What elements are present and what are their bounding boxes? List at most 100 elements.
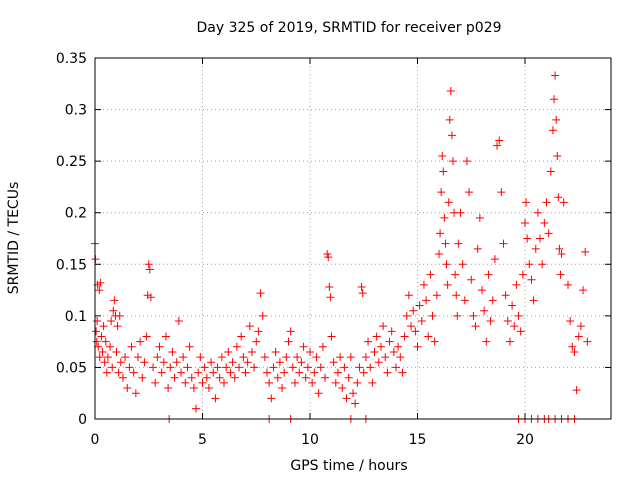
data-point [297, 358, 306, 367]
x-tick-label: 20 [516, 432, 534, 448]
data-point [269, 363, 278, 372]
data-point [553, 151, 562, 160]
data-point [95, 286, 104, 295]
data-point [381, 353, 390, 362]
data-point [93, 317, 102, 326]
data-point [155, 342, 164, 351]
data-point [344, 373, 353, 382]
data-point [559, 198, 568, 207]
data-point [258, 311, 267, 320]
data-point [94, 342, 103, 351]
data-point [125, 363, 134, 372]
data-point [572, 386, 581, 395]
data-point [465, 188, 474, 197]
data-point [301, 373, 310, 382]
x-tick-label: 15 [409, 432, 427, 448]
data-point [336, 353, 345, 362]
data-point [187, 373, 196, 382]
x-tick-label: 0 [91, 432, 100, 448]
data-point [103, 353, 112, 362]
data-point [415, 301, 424, 310]
data-point [409, 306, 418, 315]
data-point [453, 311, 462, 320]
data-point [544, 229, 553, 238]
data-point [194, 368, 203, 377]
data-point [159, 358, 168, 367]
data-point [440, 213, 449, 222]
data-point [138, 373, 147, 382]
data-point [574, 332, 583, 341]
data-point [282, 353, 291, 362]
data-point [312, 353, 321, 362]
data-point [326, 293, 335, 302]
data-point [123, 384, 132, 393]
data-point [568, 342, 577, 351]
data-point [228, 358, 237, 367]
data-point [376, 342, 385, 351]
data-point [327, 332, 336, 341]
data-point [503, 317, 512, 326]
data-point [554, 193, 563, 202]
data-point [151, 378, 160, 387]
data-point [542, 198, 551, 207]
axis-ticks: 0 0.05 0.1 0.15 0.2 0.25 0.3 0.35 0 5 10 15 20 [56, 51, 611, 448]
data-point [92, 327, 101, 336]
data-point [250, 363, 259, 372]
data-point [488, 296, 497, 305]
data-point [404, 291, 413, 300]
data-point [512, 280, 521, 289]
data-point [471, 322, 480, 331]
data-point [430, 337, 439, 346]
data-point [462, 157, 471, 166]
data-point [521, 219, 529, 228]
data-point [364, 337, 373, 346]
data-point [145, 265, 154, 274]
data-point [189, 384, 198, 393]
y-tick-label: 0.2 [65, 206, 87, 222]
data-point [556, 270, 565, 279]
data-point [303, 363, 312, 372]
chart-title: Day 325 of 2019, SRMTID for receiver p02… [196, 20, 501, 36]
data-points [91, 71, 592, 423]
data-point [353, 378, 362, 387]
data-point [486, 317, 495, 326]
data-point [372, 332, 381, 341]
data-point [581, 247, 590, 256]
data-point [439, 167, 448, 176]
data-point [523, 234, 532, 243]
data-point [469, 311, 478, 320]
data-point [121, 353, 130, 362]
data-point [538, 260, 547, 269]
y-tick-label: 0.35 [56, 51, 87, 67]
data-point [207, 358, 216, 367]
data-point [451, 270, 460, 279]
data-point [333, 368, 342, 377]
data-point [136, 337, 145, 346]
data-point [546, 167, 555, 176]
data-point [230, 373, 239, 382]
data-point [400, 332, 409, 341]
data-point [454, 239, 463, 248]
data-point [293, 353, 302, 362]
data-point [108, 363, 117, 372]
data-point [100, 358, 109, 367]
data-point [299, 342, 308, 351]
data-point [495, 136, 504, 145]
data-point [338, 384, 347, 393]
data-point [288, 363, 297, 372]
data-point [529, 296, 538, 305]
data-point [113, 322, 122, 331]
data-point [445, 115, 454, 124]
data-point [181, 378, 190, 387]
data-point [458, 260, 467, 269]
data-point [510, 322, 519, 331]
data-point [417, 317, 426, 326]
data-point [237, 332, 246, 341]
data-point [550, 95, 559, 104]
data-point [536, 234, 545, 243]
x-axis-label: GPS time / hours [290, 458, 407, 474]
data-point [566, 317, 575, 326]
data-point [102, 368, 111, 377]
data-point [267, 394, 276, 403]
data-point [278, 384, 287, 393]
